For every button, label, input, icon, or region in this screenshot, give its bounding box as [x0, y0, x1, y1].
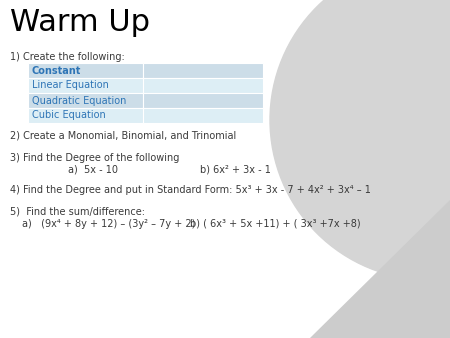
Polygon shape	[310, 200, 450, 338]
Text: Constant: Constant	[32, 66, 81, 75]
Text: Cubic Equation: Cubic Equation	[32, 111, 106, 121]
Text: 2) Create a Monomial, Binomial, and Trinomial: 2) Create a Monomial, Binomial, and Trin…	[10, 131, 236, 141]
Text: Warm Up: Warm Up	[10, 8, 150, 37]
Text: Linear Equation: Linear Equation	[32, 80, 109, 91]
FancyBboxPatch shape	[28, 93, 143, 108]
Text: 4) Find the Degree and put in Standard Form: 5x³ + 3x - 7 + 4x² + 3x⁴ – 1: 4) Find the Degree and put in Standard F…	[10, 185, 371, 195]
Text: b) 6x² + 3x - 1: b) 6x² + 3x - 1	[200, 165, 271, 175]
FancyBboxPatch shape	[143, 63, 263, 78]
Text: 3) Find the Degree of the following: 3) Find the Degree of the following	[10, 153, 180, 163]
Text: a)   (9x⁴ + 8y + 12) – (3y² – 7y + 2): a) (9x⁴ + 8y + 12) – (3y² – 7y + 2)	[22, 219, 195, 229]
FancyBboxPatch shape	[143, 93, 263, 108]
FancyBboxPatch shape	[143, 78, 263, 93]
Text: 5)  Find the sum/difference:: 5) Find the sum/difference:	[10, 207, 145, 217]
Circle shape	[270, 0, 450, 280]
Text: b) ( 6x³ + 5x +11) + ( 3x³ +7x +8): b) ( 6x³ + 5x +11) + ( 3x³ +7x +8)	[190, 219, 360, 229]
Text: Quadratic Equation: Quadratic Equation	[32, 96, 126, 105]
FancyBboxPatch shape	[28, 63, 143, 78]
FancyBboxPatch shape	[143, 108, 263, 123]
FancyBboxPatch shape	[28, 78, 143, 93]
Text: 1) Create the following:: 1) Create the following:	[10, 52, 125, 62]
FancyBboxPatch shape	[28, 108, 143, 123]
Text: a)  5x - 10: a) 5x - 10	[68, 165, 118, 175]
